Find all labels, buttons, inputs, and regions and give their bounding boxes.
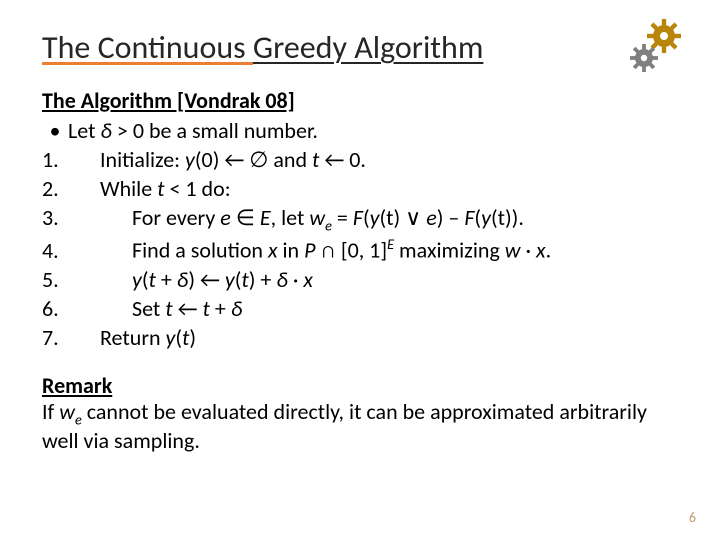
gears-icon — [630, 18, 686, 79]
title-row: The Continuous Greedy Algorithm — [42, 28, 678, 67]
title-part2: Greedy Algorithm — [253, 28, 483, 67]
algo-line-2: 2.While t < 1 do: — [42, 174, 678, 203]
algo-line-bullet: Let δ > 0 be a small number. — [42, 116, 678, 145]
slide-title: The Continuous Greedy Algorithm — [42, 28, 483, 67]
algo-line-7: 7.Return y(t) — [42, 323, 678, 352]
remark-heading: Remark — [42, 372, 678, 399]
algorithm-body: Let δ > 0 be a small number. 1.Initializ… — [42, 116, 678, 352]
slide: The Continuous Greedy Algorithm — [0, 0, 720, 540]
page-number: 6 — [689, 509, 696, 526]
algo-line-4: 4.Find a solution x in P ∩ [0, 1]E maxim… — [42, 235, 678, 264]
algo-line-1: 1.Initialize: y(0) ← ∅ and t ← 0. — [42, 145, 678, 174]
algo-line-5: 5.y(t + δ) ← y(t) + δ · x — [42, 265, 678, 294]
remark-body: If we cannot be evaluated directly, it c… — [42, 399, 678, 455]
algo-line-6: 6.Set t ← t + δ — [42, 294, 678, 323]
algo-line-3: 3.For every e ∈ E, let we = F(y(t) ∨ e) … — [42, 203, 678, 235]
algorithm-heading: The Algorithm [Vondrak 08] — [42, 87, 678, 114]
title-part1: The Continuous — [42, 28, 253, 67]
